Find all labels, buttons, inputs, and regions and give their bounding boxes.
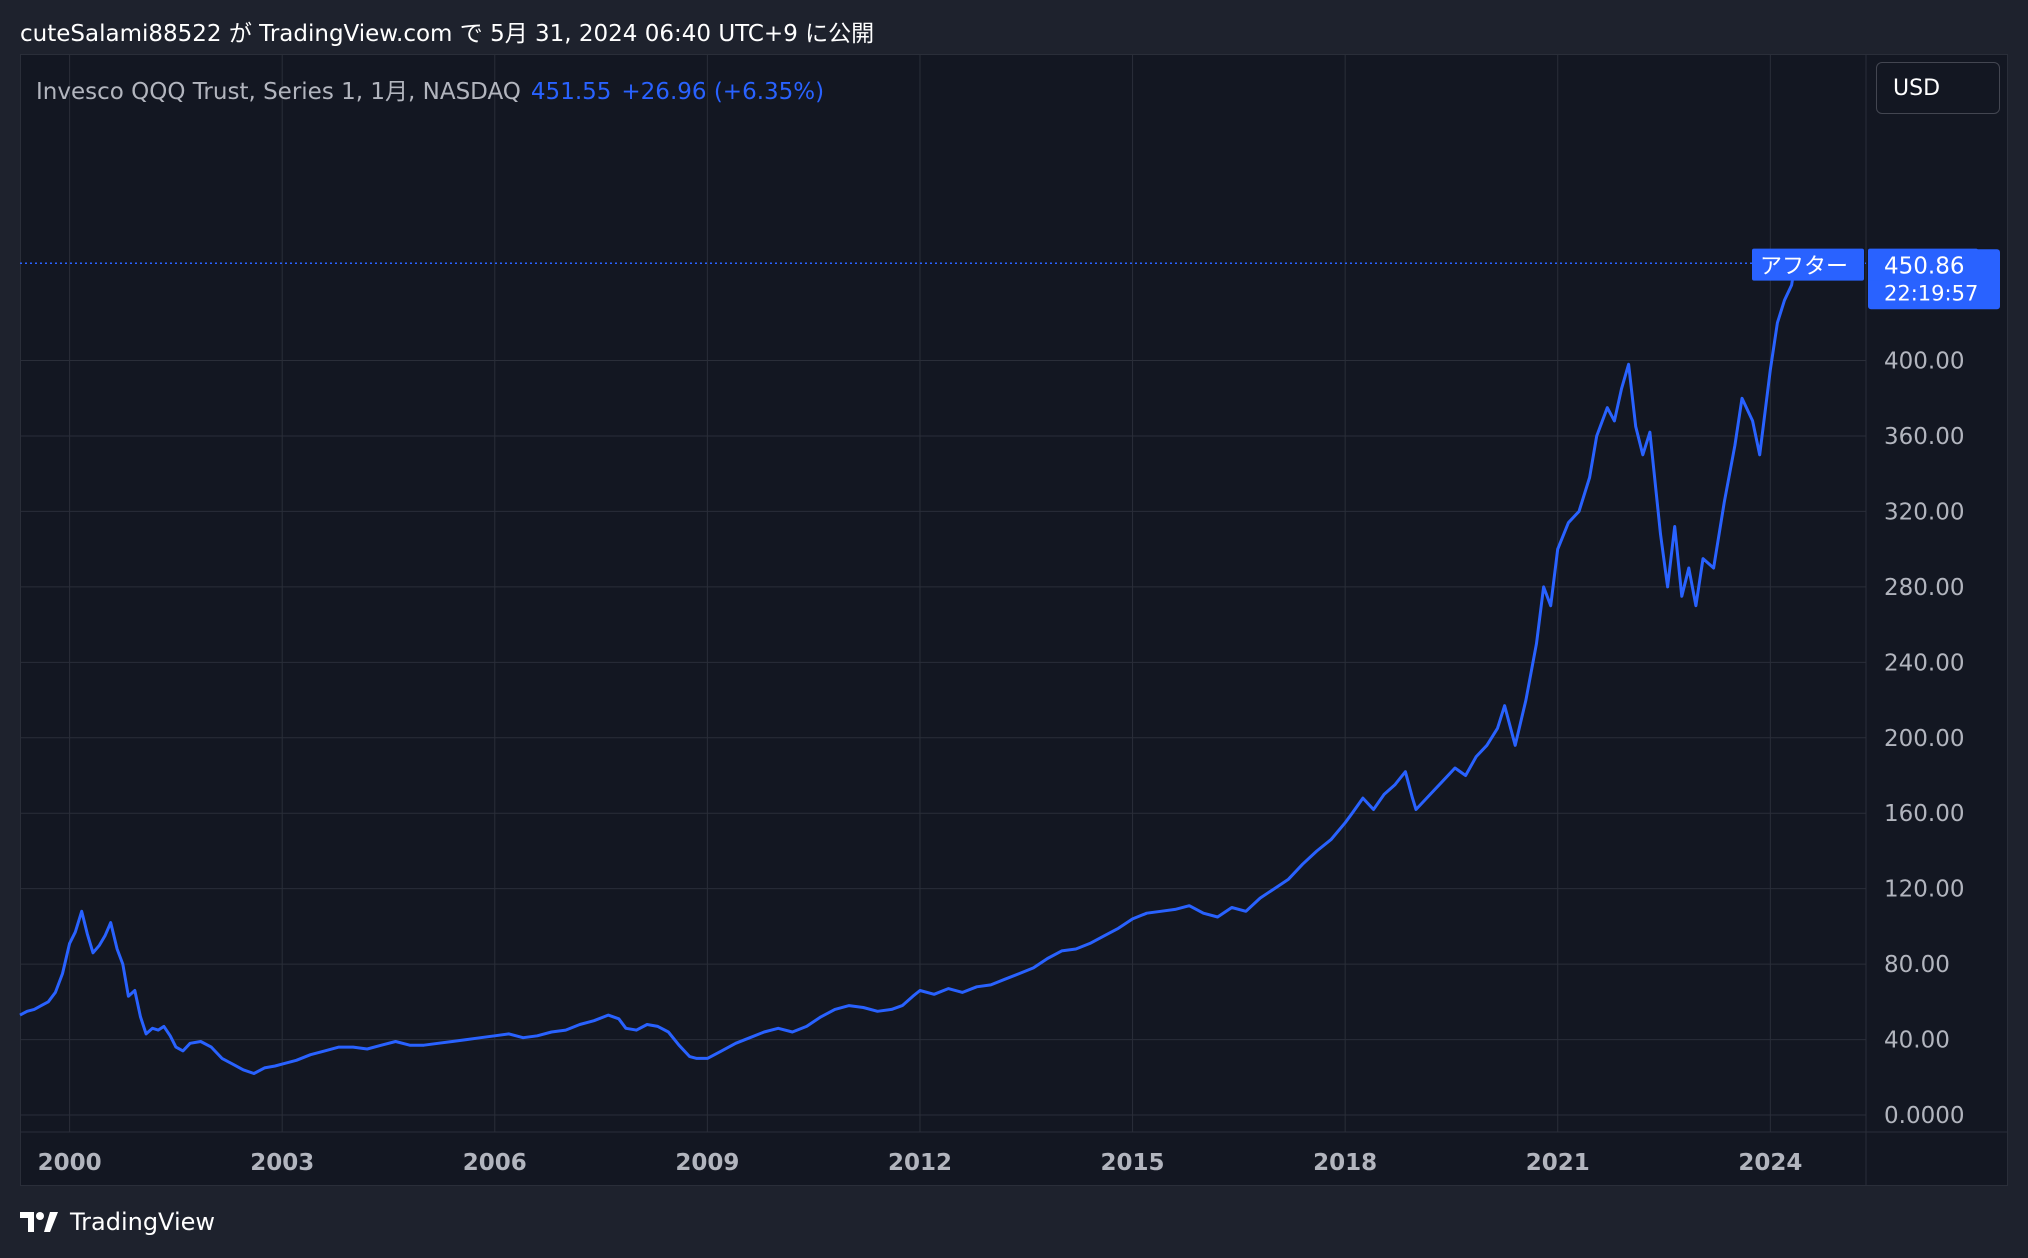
- price-axis: 0.0000 40.00 80.00 120.00 160.00 200.00 240.00…: [1884, 349, 1964, 1129]
- series-line: [19, 263, 1797, 1075]
- x-tick-label: 2024: [1738, 1150, 1802, 1176]
- last-value: 451.55: [530, 79, 612, 105]
- x-tick-label: 2006: [463, 1150, 527, 1176]
- symbol-legend: Invesco QQQ Trust, Series 1, 1月, NASDAQ 4…: [36, 72, 824, 106]
- y-tick-label: 280.00: [1884, 575, 1964, 601]
- after-hours-price: 450.86: [1884, 254, 1964, 280]
- brand-name: TradingView: [70, 1208, 216, 1236]
- y-tick-label: 360.00: [1884, 424, 1964, 450]
- y-tick-label: 40.00: [1884, 1028, 1950, 1054]
- symbol-name: Invesco QQQ Trust, Series 1, 1月, NASDAQ: [36, 79, 521, 105]
- countdown-text: 22:19:57: [1884, 281, 1978, 305]
- y-tick-label: 240.00: [1884, 650, 1964, 676]
- y-tick-label: 400.00: [1884, 349, 1964, 375]
- publish-info: cuteSalami88522 が TradingView.com で 5月 3…: [20, 21, 875, 47]
- change-value: +26.96 (+6.35%): [621, 79, 825, 105]
- y-tick-label: 160.00: [1884, 801, 1964, 827]
- x-tick-label: 2021: [1526, 1150, 1590, 1176]
- y-tick-label: 320.00: [1884, 499, 1964, 525]
- x-tick-label: 2018: [1313, 1150, 1377, 1176]
- currency-label: USD: [1893, 75, 1941, 101]
- after-hours-price-tag: [1868, 248, 1978, 281]
- y-tick-label: 0.0000: [1884, 1103, 1964, 1129]
- time-axis: 2000 2003 2006 2009 2012 2015 2018 2021 2024: [38, 1150, 1803, 1176]
- currency-button[interactable]: USD: [1876, 62, 2000, 114]
- after-hours-label: アフター: [1760, 255, 1848, 280]
- y-tick-label: 120.00: [1884, 877, 1964, 903]
- y-tick-label: 200.00: [1884, 726, 1964, 752]
- tradingview-brand[interactable]: TradingView: [20, 1208, 215, 1236]
- x-tick-label: 2012: [888, 1150, 952, 1176]
- x-tick-label: 2009: [675, 1150, 739, 1176]
- x-tick-label: 2015: [1101, 1150, 1165, 1176]
- chart-panel[interactable]: [20, 54, 2008, 1186]
- grid: [20, 54, 2008, 1186]
- x-tick-label: 2000: [38, 1150, 102, 1176]
- x-tick-label: 2003: [250, 1150, 314, 1176]
- y-tick-label: 80.00: [1884, 952, 1950, 978]
- tradingview-logo-icon: [20, 1212, 58, 1232]
- after-hours-label-tag: [1752, 248, 1864, 281]
